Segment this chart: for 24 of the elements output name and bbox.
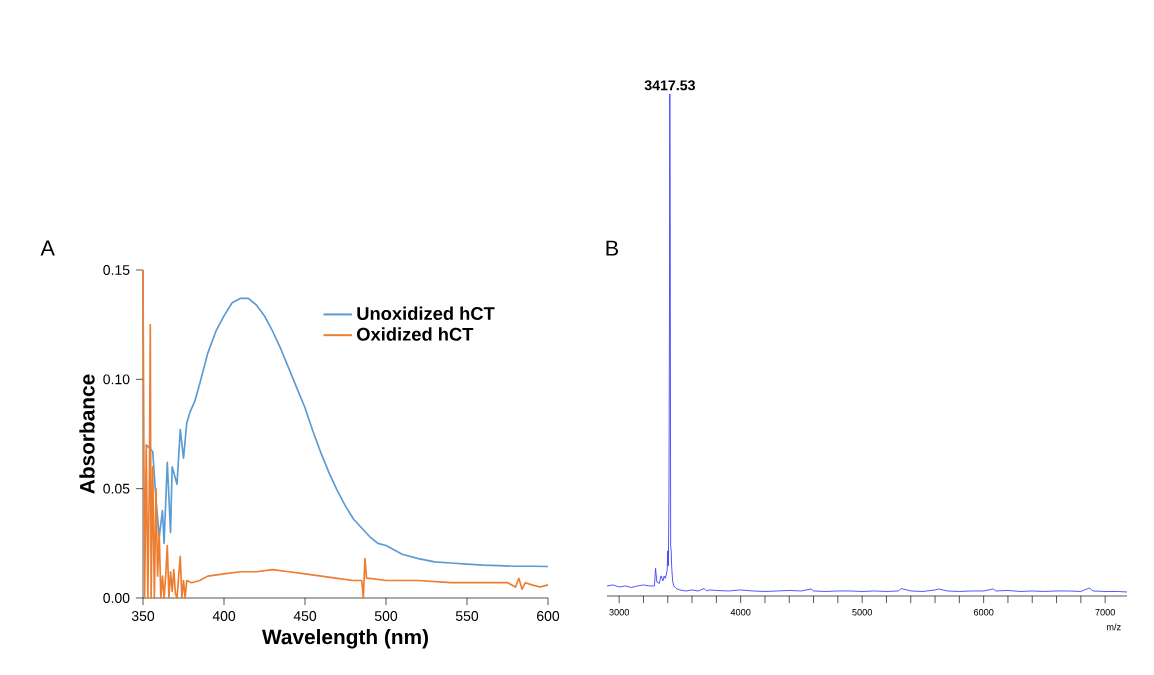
x-tick-label: 5000: [852, 609, 872, 616]
x-axis-title: m/z: [1106, 623, 1121, 631]
annotation: B: [606, 240, 619, 256]
legend-label: Unoxidized hCT: [357, 306, 495, 320]
x-tick-label: 4000: [730, 609, 751, 616]
y-tick-label: 0.05: [103, 483, 130, 494]
y-tick-label: 0.15: [103, 265, 130, 275]
x-tick-label: 400: [212, 611, 236, 621]
y-tick-label: 0.00: [103, 593, 130, 603]
x-tick-label: 500: [374, 611, 398, 621]
x-tick-label: 7000: [1095, 609, 1115, 616]
x-tick-label: 350: [131, 611, 155, 621]
line-series: [145, 297, 549, 568]
text: A: [40, 240, 55, 256]
legend-label: Oxidized hCT: [357, 327, 474, 341]
x-tick-label: 600: [537, 611, 560, 621]
x-axis-title: Wavelength (nm): [262, 629, 428, 649]
x-tick-label: 6000: [973, 609, 994, 616]
annotation: 3417.53: [644, 80, 695, 91]
y-tick-label: 0.10: [103, 374, 130, 385]
x-tick-label: 3000: [609, 609, 629, 616]
y-axis-title: Absorbance: [79, 374, 95, 494]
x-tick-label: 550: [455, 611, 479, 621]
x-tick-label: 450: [293, 611, 317, 621]
